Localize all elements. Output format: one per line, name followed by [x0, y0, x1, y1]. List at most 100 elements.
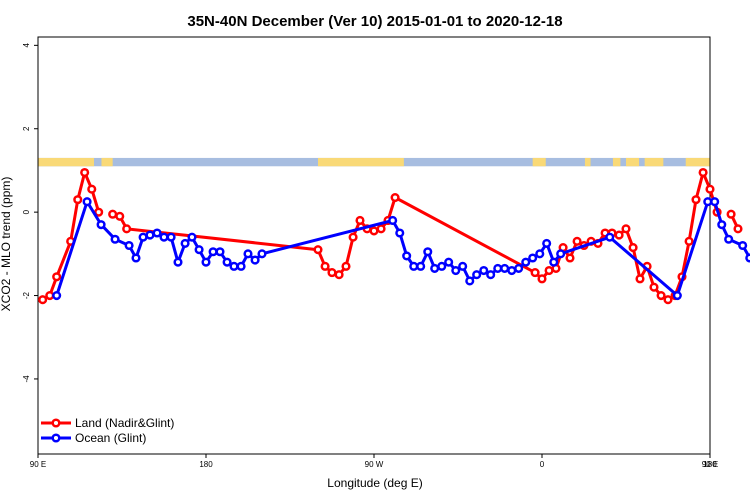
land-band-segment [626, 157, 640, 167]
land-ocean-band [38, 157, 710, 167]
data-point [493, 263, 503, 273]
data-point [437, 261, 447, 271]
data-point [635, 274, 645, 284]
data-point [535, 249, 545, 259]
data-point [514, 263, 524, 273]
data-point [236, 261, 246, 271]
data-point [94, 207, 104, 217]
data-point [108, 209, 118, 219]
data-point [705, 184, 715, 194]
land-band-segment [644, 157, 664, 167]
data-point [194, 245, 204, 255]
data-point [369, 226, 379, 236]
data-point [82, 197, 92, 207]
data-point [348, 232, 358, 242]
data-point [166, 232, 176, 242]
data-point [572, 236, 582, 246]
data-point [528, 253, 538, 263]
data-point [605, 232, 615, 242]
land-band-segment [612, 157, 621, 167]
data-point [395, 228, 405, 238]
data-point [479, 265, 489, 276]
data-point [444, 257, 454, 267]
land-band-segment [38, 157, 94, 167]
data-point [145, 230, 155, 240]
data-point [544, 265, 554, 276]
data-point [250, 255, 260, 265]
data-point [409, 261, 419, 271]
x-tick-label: 90 E [30, 460, 46, 469]
y-tick-label: -4 [22, 375, 31, 383]
data-point [458, 261, 468, 271]
data-point [341, 261, 351, 271]
data-point [738, 240, 748, 251]
data-point [52, 290, 62, 301]
data-point [376, 224, 386, 234]
data-point [521, 257, 531, 267]
data-point [320, 261, 330, 271]
land-band-segment [685, 157, 710, 167]
y-axis-label: XCO2 - MLO trend (ppm) [0, 177, 13, 312]
data-point [672, 290, 682, 301]
data-point [355, 215, 365, 226]
data-point [208, 247, 218, 257]
data-point [537, 274, 547, 284]
data-point [472, 270, 482, 280]
data-point [416, 261, 426, 271]
data-point [430, 263, 440, 273]
data-point [124, 240, 134, 251]
land-band-segment [584, 157, 591, 167]
data-point [745, 253, 750, 263]
data-point [80, 167, 90, 178]
data-point [87, 184, 97, 194]
y-tick-label: -2 [22, 291, 31, 299]
land-band-segment [318, 157, 404, 167]
data-point [691, 195, 701, 205]
data-point [530, 268, 540, 278]
data-point [115, 211, 125, 221]
data-point [451, 265, 461, 276]
data-point [628, 243, 638, 253]
chart-title: 35N-40N December (Ver 10) 2015-01-01 to … [187, 13, 562, 30]
legend-label: Land (Nadir&Glint) [75, 416, 174, 430]
data-point [663, 295, 673, 305]
data-point [52, 272, 62, 282]
data-point [656, 290, 666, 301]
data-point [465, 276, 475, 286]
data-point [122, 224, 132, 234]
x-tick-label: 180 [199, 460, 213, 469]
data-point [733, 224, 743, 234]
data-point [187, 232, 197, 242]
x-axis-label: Longitude (deg E) [327, 476, 422, 490]
data-point [556, 249, 566, 259]
series-ocean [52, 197, 750, 301]
data-point [313, 245, 323, 255]
data-point [159, 232, 169, 242]
data-point [698, 167, 708, 178]
legend-marker [51, 433, 61, 443]
data-point [180, 238, 190, 248]
data-point [614, 230, 624, 240]
series-line [112, 171, 719, 302]
y-tick-label: 4 [22, 43, 31, 48]
data-point [500, 263, 510, 273]
data-point [703, 197, 713, 207]
y-tick-label: 2 [22, 126, 31, 131]
data-point [45, 290, 55, 301]
data-point [215, 247, 225, 257]
data-point [710, 197, 720, 207]
data-point [131, 253, 141, 263]
data-point [96, 220, 106, 230]
data-point [684, 236, 694, 246]
land-band-segment [532, 157, 546, 167]
data-point [549, 257, 559, 267]
data-point [138, 232, 148, 242]
data-point [486, 270, 496, 280]
y-tick-label: 0 [22, 209, 31, 214]
legend-label: Ocean (Glint) [75, 431, 146, 445]
data-point [402, 251, 412, 261]
series-line [55, 200, 750, 297]
x-tick-label: 180 [703, 460, 717, 469]
